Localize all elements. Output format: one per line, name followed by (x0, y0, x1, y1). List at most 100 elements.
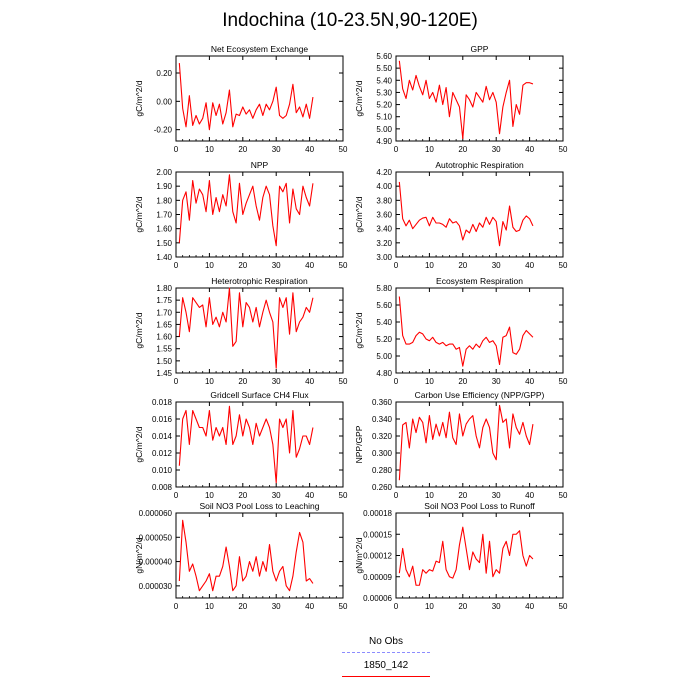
y-tick-label: 0.00012 (363, 552, 392, 561)
series-line (178, 287, 314, 369)
x-tick-label: 30 (492, 602, 501, 611)
y-tick-label: 0.008 (152, 483, 173, 492)
y-tick-label: 5.40 (376, 318, 392, 327)
y-tick-label: 5.00 (376, 125, 392, 134)
x-tick-label: 20 (238, 261, 247, 270)
y-tick-label: 5.80 (376, 284, 392, 293)
y-tick-label: 1.60 (156, 225, 172, 234)
y-tick-label: 3.00 (376, 253, 392, 262)
x-tick-label: 40 (305, 602, 314, 611)
y-tick-label: 2.00 (156, 168, 172, 177)
series-line (398, 404, 534, 481)
y-axis-label: gN/m^2/d (354, 537, 364, 573)
x-tick-label: 30 (272, 602, 281, 611)
panel-title: Soil NO3 Pool Loss to Leaching (199, 501, 319, 511)
legend-line-obs (342, 652, 430, 653)
y-tick-label: 1.70 (156, 308, 172, 317)
y-tick-label: 1.80 (156, 196, 172, 205)
y-axis-label: gC/m^2/d (134, 426, 144, 462)
x-tick-label: 30 (272, 491, 281, 500)
y-tick-label: 1.80 (156, 284, 172, 293)
x-tick-label: 20 (238, 377, 247, 386)
x-tick-label: 0 (394, 261, 399, 270)
x-tick-label: 20 (458, 602, 467, 611)
x-tick-label: 0 (174, 491, 179, 500)
x-tick-label: 0 (174, 261, 179, 270)
y-tick-label: 0.00 (156, 97, 172, 106)
x-tick-label: 40 (305, 377, 314, 386)
y-tick-label: 0.300 (372, 449, 393, 458)
series-line (178, 174, 314, 247)
y-tick-label: 3.40 (376, 225, 392, 234)
panel-title: GPP (471, 44, 489, 54)
x-tick-label: 20 (458, 261, 467, 270)
y-tick-label: -0.20 (154, 126, 173, 135)
y-tick-label: 5.50 (376, 64, 392, 73)
panel-8: Carbon Use Efficiency (NPP/GPP) 0 10 20 30 40… (354, 390, 568, 500)
y-tick-label: 1.90 (156, 182, 172, 191)
x-tick-label: 50 (339, 602, 348, 611)
y-tick-label: 0.018 (152, 398, 173, 407)
y-tick-label: 5.60 (376, 301, 392, 310)
panel-5: Heterotrophic Respiration 0 10 20 30 40 50 1.45… (134, 276, 348, 386)
panel-3: NPP 0 10 20 30 40 50 1.40 1.50 1.60 1.70 1.80 1.90 2.… (134, 160, 348, 270)
y-tick-label: 1.45 (156, 369, 172, 378)
y-tick-label: 0.280 (372, 466, 393, 475)
y-tick-label: 0.00018 (363, 509, 392, 518)
y-tick-label: 1.40 (156, 253, 172, 262)
y-tick-label: 0.010 (152, 466, 173, 475)
series-line (398, 181, 534, 247)
x-tick-label: 40 (525, 491, 534, 500)
plot-frame (175, 287, 344, 374)
plot-frame (395, 55, 564, 142)
y-tick-label: 0.000060 (139, 509, 173, 518)
x-tick-label: 30 (492, 491, 501, 500)
x-tick-label: 50 (339, 261, 348, 270)
y-tick-label: 0.340 (372, 415, 393, 424)
x-tick-label: 40 (525, 145, 534, 154)
y-axis-label: gC/m^2/d (134, 80, 144, 116)
series-line (178, 405, 314, 484)
panel-2: GPP 0 10 20 30 40 50 4.90 5.00 5.10 5.20 5.30 5.40 5.… (354, 44, 568, 154)
panel-title: Net Ecosystem Exchange (211, 44, 309, 54)
y-tick-label: 5.60 (376, 52, 392, 61)
x-tick-label: 40 (525, 261, 534, 270)
x-tick-label: 10 (425, 261, 434, 270)
y-tick-label: 0.00006 (363, 594, 392, 603)
y-axis-label: gC/m^2/d (134, 196, 144, 232)
panel-title: Carbon Use Efficiency (NPP/GPP) (415, 390, 545, 400)
x-tick-label: 30 (272, 145, 281, 154)
x-tick-label: 30 (272, 261, 281, 270)
x-tick-label: 50 (559, 377, 568, 386)
x-tick-label: 40 (525, 377, 534, 386)
y-tick-label: 0.20 (156, 69, 172, 78)
y-tick-label: 0.016 (152, 415, 173, 424)
x-tick-label: 0 (394, 602, 399, 611)
x-tick-label: 0 (174, 602, 179, 611)
panel-title: Heterotrophic Respiration (211, 276, 308, 286)
series-line (178, 63, 314, 131)
y-tick-label: 0.014 (152, 432, 173, 441)
panel-6: Ecosystem Respiration 0 10 20 30 40 50 4.80 5.00… (354, 276, 568, 386)
plot-frame (175, 512, 344, 599)
x-tick-label: 50 (339, 491, 348, 500)
y-tick-label: 4.80 (376, 369, 392, 378)
panel-10: Soil NO3 Pool Loss to Runoff 0 10 20 30 40 50 0… (354, 501, 568, 611)
panel-title: NPP (251, 160, 269, 170)
panel-4: Autotrophic Respiration 0 10 20 30 40 50 3.00 3.… (354, 160, 568, 270)
series-line (398, 526, 534, 586)
y-tick-label: 1.65 (156, 320, 172, 329)
y-tick-label: 5.10 (376, 113, 392, 122)
x-tick-label: 10 (205, 491, 214, 500)
plot-frame (395, 512, 564, 599)
y-axis-label: NPP/GPP (354, 425, 364, 463)
page-title: Indochina (10-23.5N,90-120E) (222, 10, 478, 31)
y-tick-label: 0.000030 (139, 582, 173, 591)
panel-title: Soil NO3 Pool Loss to Runoff (424, 501, 535, 511)
y-tick-label: 4.20 (376, 168, 392, 177)
legend-line-model (342, 676, 430, 677)
panel-title: Ecosystem Respiration (436, 276, 523, 286)
x-tick-label: 50 (559, 145, 568, 154)
x-tick-label: 50 (339, 145, 348, 154)
